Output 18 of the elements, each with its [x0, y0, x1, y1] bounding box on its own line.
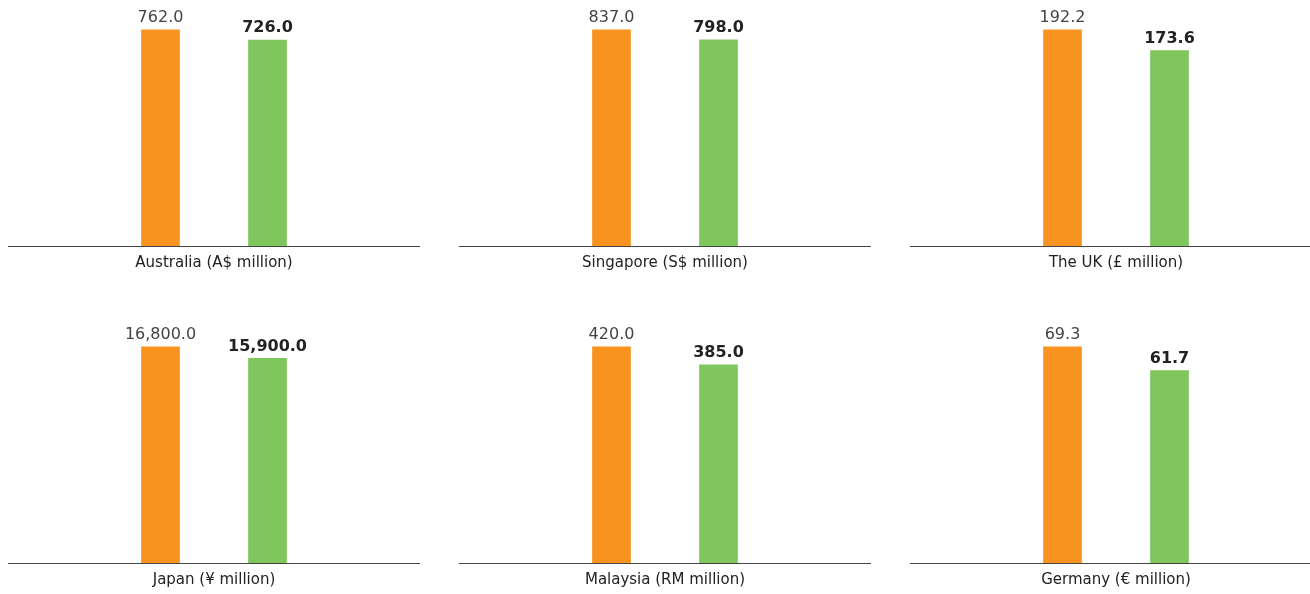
data-label: 837.0 — [588, 6, 635, 26]
data-label: 420.0 — [588, 323, 635, 343]
x-axis-title: The UK (£ million) — [1047, 252, 1184, 271]
data-label: 385.0 — [693, 341, 744, 361]
x-axis-title: Singapore (S$ million) — [582, 252, 748, 271]
data-label: 69.3 — [1044, 323, 1081, 343]
x-axis-title: Malaysia (RM million) — [584, 569, 746, 588]
data-label: 798.0 — [693, 16, 744, 36]
data-label: 173.6 — [1144, 27, 1195, 47]
data-label: 726.0 — [242, 17, 293, 37]
x-axis-title: Japan (¥ million) — [151, 569, 276, 588]
data-label: 15,900.0 — [228, 335, 307, 355]
data-label: 762.0 — [137, 6, 184, 26]
data-label: 16,800.0 — [124, 323, 197, 343]
data-label: 192.2 — [1039, 6, 1086, 26]
x-axis-title: Australia (A$ million) — [135, 252, 293, 271]
x-axis-title: Germany (€ million) — [1041, 569, 1191, 588]
data-label: 61.7 — [1149, 347, 1190, 367]
